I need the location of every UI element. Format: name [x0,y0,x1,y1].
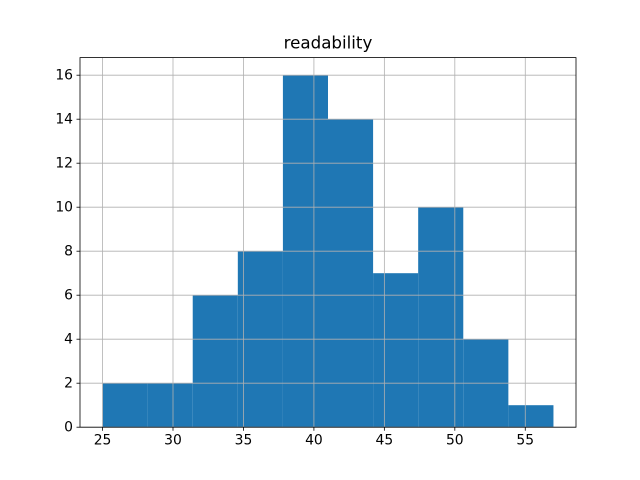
chart-title: readability [284,33,373,53]
histogram-bar [192,295,238,428]
y-tick-label: 6 [64,288,73,304]
y-tick-label: 0 [64,420,73,436]
axes-spines [79,57,577,428]
x-tick-label: 25 [94,433,112,449]
y-tick-label: 10 [55,200,73,216]
histogram-bar [418,207,464,428]
x-tick-label: 55 [516,433,534,449]
x-tick-label: 40 [305,433,323,449]
y-tick-label: 4 [64,332,73,348]
histogram-bar [373,273,419,428]
axes-layer: 25 30 35 40 45 50 55 0 2 4 6 8 10 12 14 16 [55,57,577,449]
y-tick-label: 14 [55,112,73,128]
histogram-bar [328,119,374,428]
x-tick-label: 45 [376,433,394,449]
y-tick-label: 12 [55,156,73,172]
x-tick-label: 50 [446,433,464,449]
x-tick-label: 35 [235,433,253,449]
x-tick-label: 30 [164,433,182,449]
y-tick-label: 16 [55,68,73,84]
histogram-bar [102,383,148,428]
y-tick-label: 8 [64,244,73,260]
histogram-bar [508,405,554,428]
y-tick-label: 2 [64,376,73,392]
histogram-bar [147,383,193,428]
